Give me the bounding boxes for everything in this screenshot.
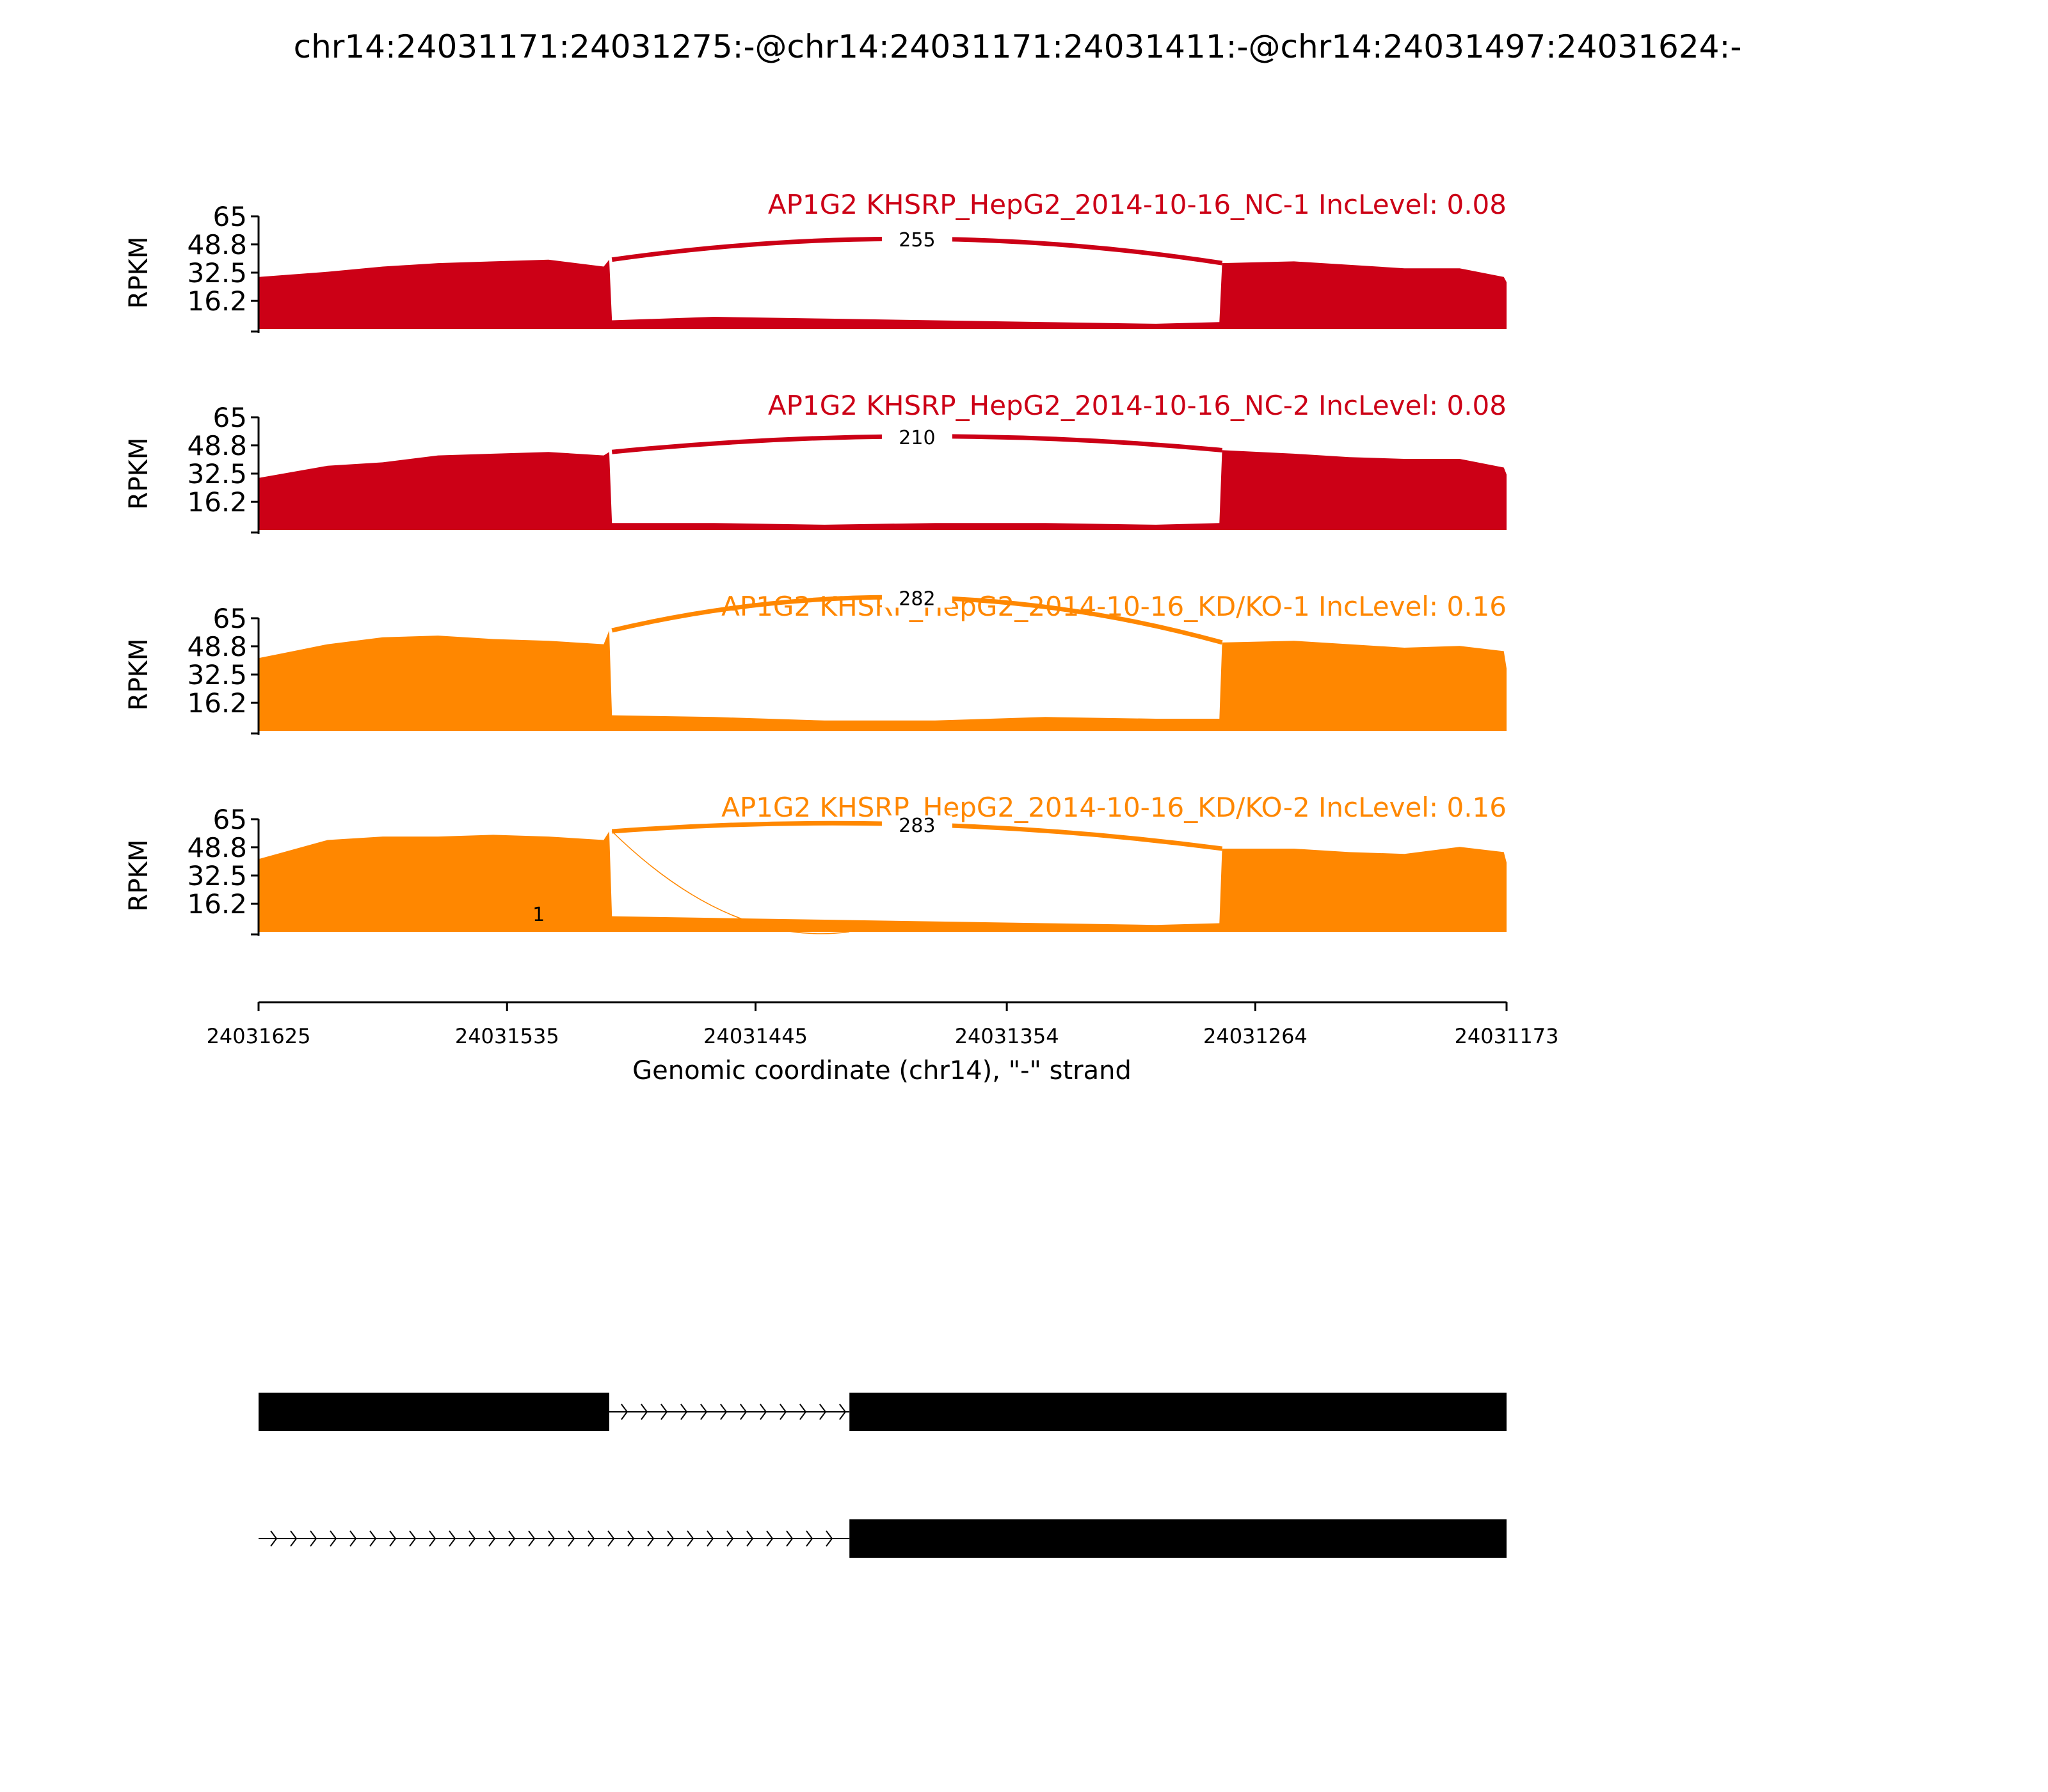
x-tick-label: 24031625 [207,1024,311,1048]
strand-arrow [760,1404,767,1420]
strand-arrow [766,1530,774,1547]
strand-arrow [548,1530,556,1547]
strand-arrow [780,1404,787,1420]
x-tick-label: 24031264 [1203,1024,1308,1048]
y-tick-label: 32.5 [187,659,247,691]
strand-arrow [588,1530,595,1547]
y-tick-label: 32.5 [187,458,247,490]
junction-label-bg [881,588,952,608]
junction-label-bg [881,230,952,250]
coverage-area [259,259,1507,329]
coverage-panel: 16.232.548.865 RPKM AP1G2 KHSRP_HepG2_2014… [124,390,1507,534]
y-axis-label: RPKM [124,840,154,912]
y-tick-label: 32.5 [187,860,247,892]
isoform-track [259,1393,1507,1558]
strand-arrow [270,1530,278,1547]
coverage-panel: 16.232.548.865 RPKM AP1G2 KHSRP_HepG2_2014… [124,189,1507,333]
y-tick-label: 48.8 [187,631,247,662]
strand-arrow [680,1404,688,1420]
x-tick-label: 24031535 [455,1024,559,1048]
x-tick-label: 24031173 [1455,1024,1559,1048]
strand-arrow [449,1530,456,1547]
x-axis-label: Genomic coordinate (chr14), "-" strand [632,1056,1132,1085]
exon-block [849,1393,1507,1431]
strand-arrow [369,1530,377,1547]
exon-block [849,1519,1507,1558]
y-tick-label: 65 [213,804,247,835]
y-tick-label: 65 [213,402,247,433]
panel-title: AP1G2 KHSRP_HepG2_2014-10-16_KD/KO-2 Inc… [721,792,1507,823]
strand-arrow [290,1530,298,1547]
isoform [259,1519,1507,1558]
y-tick-label: 16.2 [187,687,247,719]
strand-arrow [687,1530,694,1547]
strand-arrow [330,1530,337,1547]
y-tick-label: 16.2 [187,486,247,518]
strand-arrow [621,1404,628,1420]
strand-arrow [819,1404,827,1420]
y-axis-label: RPKM [124,639,154,711]
y-tick-label: 16.2 [187,888,247,920]
strand-arrow [528,1530,536,1547]
strand-arrow [799,1404,807,1420]
strand-arrow [488,1530,496,1547]
junction-count: 255 [899,229,935,252]
strand-arrow [468,1530,476,1547]
junction-label-bg [881,427,952,447]
strand-arrow [508,1530,516,1547]
y-tick-label: 48.8 [187,832,247,863]
coverage-area [259,630,1507,731]
strand-arrow [641,1404,648,1420]
junction-label-bg [881,815,952,835]
strand-arrow [349,1530,357,1547]
strand-arrow [647,1530,655,1547]
strand-arrow [607,1530,615,1547]
strand-arrow [568,1530,575,1547]
x-tick-label: 24031354 [955,1024,1059,1048]
junction-count: 282 [899,588,935,611]
y-tick-label: 48.8 [187,430,247,461]
strand-arrow [627,1530,635,1547]
strand-arrow [310,1530,317,1547]
y-tick-label: 16.2 [187,285,247,317]
strand-arrow [409,1530,417,1547]
coverage-area [259,831,1507,932]
y-tick-label: 65 [213,603,247,634]
y-tick-label: 48.8 [187,229,247,260]
strand-arrow [707,1530,714,1547]
panel-title: AP1G2 KHSRP_HepG2_2014-10-16_NC-2 IncLev… [768,390,1507,421]
strand-arrow [839,1404,847,1420]
strand-arrow [806,1530,813,1547]
strand-arrow [660,1404,668,1420]
junction-count: 1 [532,904,545,926]
strand-arrow [746,1530,754,1547]
y-tick-label: 32.5 [187,257,247,289]
y-axis-label: RPKM [124,438,154,510]
panel-title: AP1G2 KHSRP_HepG2_2014-10-16_NC-1 IncLev… [768,189,1507,220]
strand-arrow [389,1530,397,1547]
x-axis: 24031625 24031535 24031445 24031354 24031264… [207,1001,1559,1048]
coverage-panel: 16.232.548.865 RPKM AP1G2 KHSRP_HepG2_2014… [124,792,1507,936]
strand-arrow [667,1530,675,1547]
exon-block [259,1393,609,1431]
junction-arc [611,831,850,934]
strand-arrow [726,1530,734,1547]
y-tick-label: 65 [213,201,247,232]
strand-arrow [740,1404,748,1420]
strand-arrow [700,1404,708,1420]
y-axis-label: RPKM [124,237,154,309]
x-tick-label: 24031445 [703,1024,808,1048]
strand-arrow [720,1404,728,1420]
strand-arrow [786,1530,794,1547]
isoform [259,1393,1507,1431]
coverage-area [259,450,1507,530]
strand-arrow [429,1530,436,1547]
strand-arrow [826,1530,833,1547]
figure-title: chr14:24031171:24031275:-@chr14:24031171… [294,28,1742,65]
junction-count: 283 [899,815,935,837]
junction-count: 210 [899,427,935,449]
